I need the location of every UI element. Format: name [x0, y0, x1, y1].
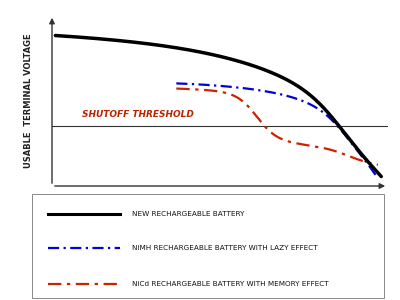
- Text: SHUTOFF THRESHOLD: SHUTOFF THRESHOLD: [82, 110, 194, 119]
- Bar: [32, 194, 384, 298]
- Text: NEW RECHARGEABLE BATTERY: NEW RECHARGEABLE BATTERY: [132, 211, 244, 217]
- Text: USABLE  TERMINAL VOLTAGE: USABLE TERMINAL VOLTAGE: [24, 33, 33, 168]
- Text: NiMH RECHARGEABLE BATTERY WITH LAZY EFFECT: NiMH RECHARGEABLE BATTERY WITH LAZY EFFE…: [132, 245, 318, 251]
- Text: NiCd RECHARGEABLE BATTERY WITH MEMORY EFFECT: NiCd RECHARGEABLE BATTERY WITH MEMORY EF…: [132, 281, 329, 287]
- Text: TIME: TIME: [365, 198, 388, 207]
